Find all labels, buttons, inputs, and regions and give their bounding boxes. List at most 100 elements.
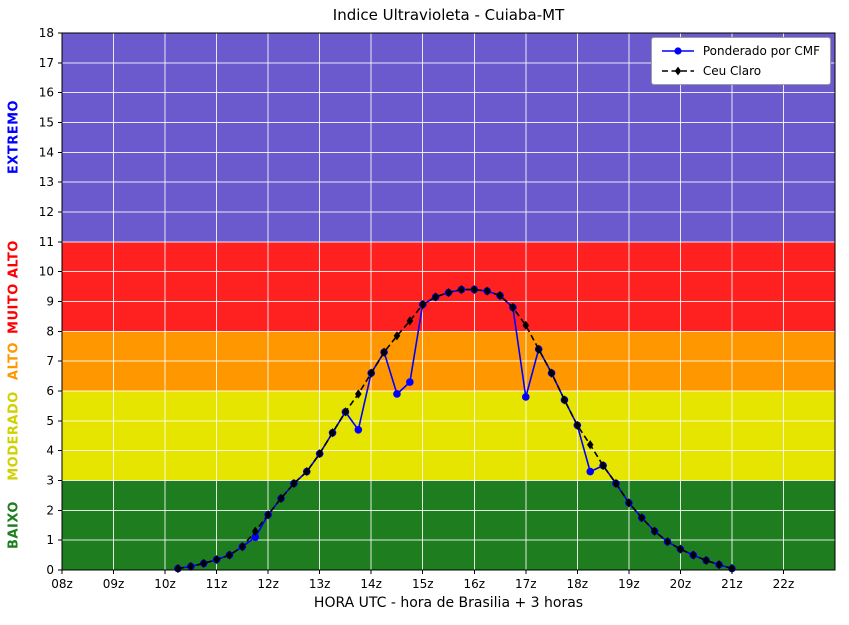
x-tick-label: 18z (567, 577, 589, 591)
y-tick-label: 10 (39, 265, 54, 279)
y-tick-label: 3 (46, 474, 54, 488)
marker-diamond (509, 302, 517, 313)
band-label-baixo: BAIXO (6, 501, 22, 550)
band-label-muito-alto: MUITO ALTO (6, 239, 22, 334)
marker-diamond (380, 347, 388, 357)
legend: Ponderado por CMF Ceu Claro (650, 37, 831, 85)
marker-diamond (599, 460, 607, 471)
y-tick-label: 5 (46, 414, 54, 428)
y-tick-label: 9 (46, 295, 54, 309)
marker-diamond (458, 284, 465, 295)
x-tick-label: 10z (154, 577, 176, 591)
x-axis-label: HORA UTC - hora de Brasilia + 3 horas (313, 595, 584, 611)
marker-diamond (200, 558, 208, 569)
y-tick-label: 11 (39, 235, 54, 249)
marker-diamond (355, 389, 362, 399)
marker-diamond (664, 537, 671, 547)
band-label-extremo: EXTREMO (6, 100, 22, 175)
marker-diamond (406, 316, 414, 326)
chart-title: Indice Ultravioleta - Cuiaba-MT (332, 6, 565, 24)
y-tick-label: 18 (39, 26, 54, 40)
marker-diamond (715, 560, 723, 570)
y-tick-label: 1 (46, 533, 54, 547)
x-tick-label: 12z (257, 577, 279, 591)
marker-diamond (213, 554, 220, 565)
y-tick-label: 16 (39, 86, 54, 100)
y-tick-label: 13 (39, 175, 54, 189)
legend-entry-ponderado: Ponderado por CMF (660, 44, 820, 58)
marker-diamond (445, 287, 452, 298)
series-line-ceu-claro (177, 288, 733, 570)
y-tick-label: 8 (46, 324, 54, 338)
x-tick-label: 17z (515, 577, 537, 591)
marker-diamond (677, 544, 684, 554)
x-tick-label: 13z (309, 577, 331, 591)
marker-diamond (174, 563, 182, 574)
y-tick-label: 12 (39, 205, 54, 219)
x-tick-label: 08z (51, 577, 73, 591)
x-tick-label: 20z (670, 577, 692, 591)
marker-diamond (586, 440, 594, 450)
marker-diamond (574, 420, 581, 430)
marker-diamond (342, 407, 349, 417)
legend-label-ceu-claro: Ceu Claro (702, 64, 762, 78)
marker-diamond (561, 395, 568, 405)
marker-diamond (651, 526, 658, 536)
marker-diamond (612, 478, 620, 489)
band-moderado (62, 391, 835, 481)
marker-diamond (625, 498, 633, 508)
x-tick-label: 11z (206, 577, 228, 591)
legend-label-ponderado: Ponderado por CMF (702, 44, 820, 58)
y-tick-label: 7 (46, 354, 54, 368)
y-tick-label: 4 (46, 444, 54, 458)
marker-diamond (393, 331, 401, 341)
marker-diamond (264, 510, 272, 520)
x-tick-label: 15z (412, 577, 434, 591)
y-tick-label: 0 (46, 563, 54, 577)
band-baixo (62, 480, 835, 570)
marker-diamond (702, 555, 710, 566)
marker-diamond (483, 286, 491, 296)
marker-diamond (689, 550, 697, 560)
marker-diamond (522, 320, 530, 330)
marker-circle (393, 390, 401, 398)
marker-diamond (239, 542, 246, 552)
marker-diamond (290, 478, 298, 489)
legend-line-circle-icon (661, 47, 694, 55)
marker-diamond (548, 368, 555, 378)
marker-diamond (303, 466, 311, 477)
marker-diamond (329, 428, 336, 438)
marker-diamond (470, 284, 478, 295)
marker-circle (406, 378, 414, 386)
marker-diamond (535, 344, 542, 354)
marker-circle (251, 533, 260, 541)
y-tick-label: 2 (46, 503, 54, 517)
y-tick-label: 6 (46, 384, 54, 398)
y-tick-label: 17 (39, 56, 54, 70)
marker-diamond (277, 493, 285, 503)
marker-diamond (187, 561, 195, 572)
legend-dashed-diamond-icon (661, 66, 694, 76)
x-tick-label: 14z (360, 577, 382, 591)
band-label-moderado: MODERADO (6, 390, 22, 481)
marker-diamond (496, 290, 504, 301)
band-label-alto: ALTO (6, 342, 22, 381)
marker-diamond (226, 550, 233, 560)
y-tick-label: 14 (39, 145, 54, 159)
marker-diamond (367, 368, 375, 378)
marker-diamond (638, 513, 646, 523)
x-tick-label: 19z (618, 577, 640, 591)
marker-circle (354, 425, 363, 434)
marker-diamond (728, 563, 736, 574)
marker-diamond (251, 526, 259, 536)
marker-diamond (316, 449, 323, 459)
y-tick-label: 15 (39, 116, 54, 130)
marker-circle (586, 467, 595, 476)
marker-diamond (432, 292, 439, 302)
marker-diamond (419, 299, 427, 310)
legend-entry-ceu-claro: Ceu Claro (660, 64, 820, 78)
x-tick-label: 16z (463, 577, 485, 591)
x-tick-label: 21z (721, 577, 743, 591)
